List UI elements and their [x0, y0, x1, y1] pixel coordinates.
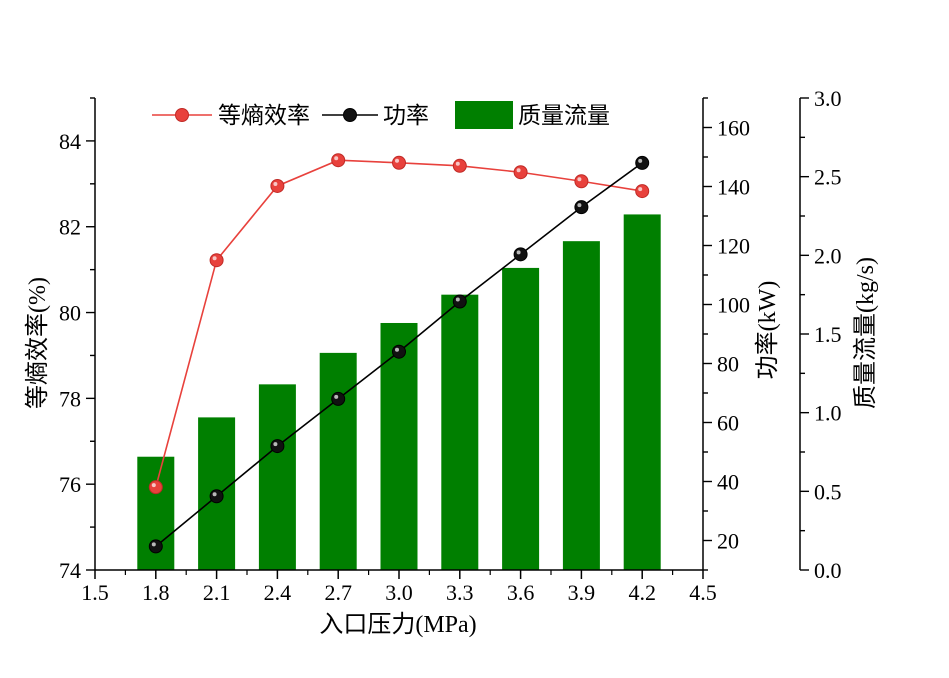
power-tick-label: 100	[717, 293, 750, 318]
power-tick-label: 80	[717, 352, 739, 377]
power-point	[331, 391, 346, 406]
mass-flow-axis-label: 质量流量(kg/s)	[852, 257, 879, 409]
mass-flow-bar	[258, 384, 296, 570]
x-tick-label: 2.7	[324, 580, 352, 605]
x-tick-label: 4.2	[628, 580, 656, 605]
power-point-highlight	[455, 297, 460, 302]
efficiency-point-highlight	[395, 158, 399, 163]
power-point-highlight	[638, 158, 643, 163]
power-tick-label: 40	[717, 470, 739, 495]
x-tick-label: 2.1	[203, 580, 231, 605]
x-tick-label: 4.5	[689, 580, 717, 605]
efficiency-point	[209, 253, 224, 268]
legend-power-marker	[343, 108, 357, 122]
left-tick-label: 74	[59, 558, 81, 583]
tick-group: 1.5 1.8 2.1 2.4 2.7 3.0 3.3 3.6 3.9 4.2 4.5 74 76 78 8…	[59, 86, 842, 605]
mass-flow-tick-label: 2.0	[814, 243, 842, 268]
mass-flow-bar	[441, 294, 479, 570]
mass-flow-tick-label: 0.5	[814, 479, 842, 504]
mass-flow-bar	[319, 352, 357, 570]
power-point	[148, 539, 163, 554]
mass-flow-tick-label: 1.0	[814, 401, 842, 426]
power-tick-label: 160	[717, 116, 750, 141]
power-tick-label: 120	[717, 234, 750, 259]
efficiency-point	[392, 155, 406, 170]
efficiency-point-highlight	[638, 187, 643, 192]
power-tick-label: 20	[717, 529, 739, 554]
x-tick-label: 3.0	[385, 580, 413, 605]
mass-flow-bars	[137, 214, 661, 570]
legend-item-mass-flow: 质量流量	[455, 101, 610, 129]
power-point	[392, 344, 406, 359]
efficiency-point	[513, 165, 528, 180]
left-axis-label: 等熵效率(%)	[24, 277, 51, 409]
power-tick-label: 140	[717, 175, 750, 200]
efficiency-point	[452, 158, 467, 173]
power-point-highlight	[395, 347, 399, 352]
mass-flow-bar	[623, 214, 661, 570]
power-point-highlight	[151, 542, 156, 547]
legend-efficiency-marker	[175, 108, 189, 122]
legend: 等熵效率 功率 质量流量	[152, 101, 610, 129]
power-point-highlight	[577, 203, 582, 208]
efficiency-point-highlight	[334, 156, 339, 161]
legend-item-efficiency: 等熵效率	[152, 103, 310, 128]
power-axis-label: 功率(kW)	[754, 281, 781, 380]
left-tick-label: 78	[59, 386, 81, 411]
efficiency-point-highlight	[151, 483, 156, 488]
mass-flow-bar	[380, 322, 418, 570]
legend-mass-flow-swatch	[455, 101, 513, 129]
efficiency-point-highlight	[516, 168, 521, 173]
power-point	[209, 489, 224, 504]
left-tick-label: 80	[59, 301, 81, 326]
power-point-highlight	[273, 442, 278, 447]
power-point	[574, 200, 589, 215]
power-point	[270, 439, 285, 454]
mass-flow-tick-label: 0.0	[814, 558, 842, 583]
efficiency-point-highlight	[212, 256, 217, 261]
x-tick-label: 1.8	[142, 580, 170, 605]
left-tick-label: 84	[59, 129, 81, 154]
power-point-highlight	[212, 492, 217, 497]
x-tick-label: 3.9	[568, 580, 596, 605]
mass-flow-bar	[502, 267, 540, 570]
legend-mass-flow-label: 质量流量	[518, 103, 610, 128]
power-point	[452, 294, 467, 309]
x-tick-label: 1.5	[81, 580, 109, 605]
power-tick-label: 60	[717, 411, 739, 436]
efficiency-point-highlight	[455, 161, 460, 166]
legend-power-label: 功率	[383, 103, 429, 128]
mass-flow-bar	[562, 241, 600, 570]
legend-item-power: 功率	[322, 103, 429, 128]
efficiency-point	[148, 480, 163, 495]
power-point-highlight	[516, 250, 521, 255]
mass-flow-tick-label: 1.5	[814, 322, 842, 347]
mass-flow-tick-label: 2.5	[814, 165, 842, 190]
left-tick-label: 82	[59, 215, 81, 240]
power-point	[635, 155, 650, 170]
mass-flow-tick-label: 3.0	[814, 86, 842, 111]
efficiency-point	[331, 153, 346, 168]
x-tick-label: 3.6	[507, 580, 535, 605]
left-tick-label: 76	[59, 472, 81, 497]
efficiency-point	[574, 174, 589, 189]
x-tick-label: 3.3	[446, 580, 474, 605]
power-point	[513, 247, 528, 262]
efficiency-point-highlight	[273, 181, 278, 186]
efficiency-point-highlight	[577, 177, 582, 182]
x-axis-label: 入口压力(MPa)	[319, 611, 476, 638]
power-point-highlight	[334, 394, 339, 399]
legend-efficiency-label: 等熵效率	[218, 103, 310, 128]
series-lines	[148, 153, 650, 554]
efficiency-point	[635, 184, 650, 199]
x-tick-label: 2.4	[264, 580, 292, 605]
efficiency-point	[270, 178, 285, 193]
